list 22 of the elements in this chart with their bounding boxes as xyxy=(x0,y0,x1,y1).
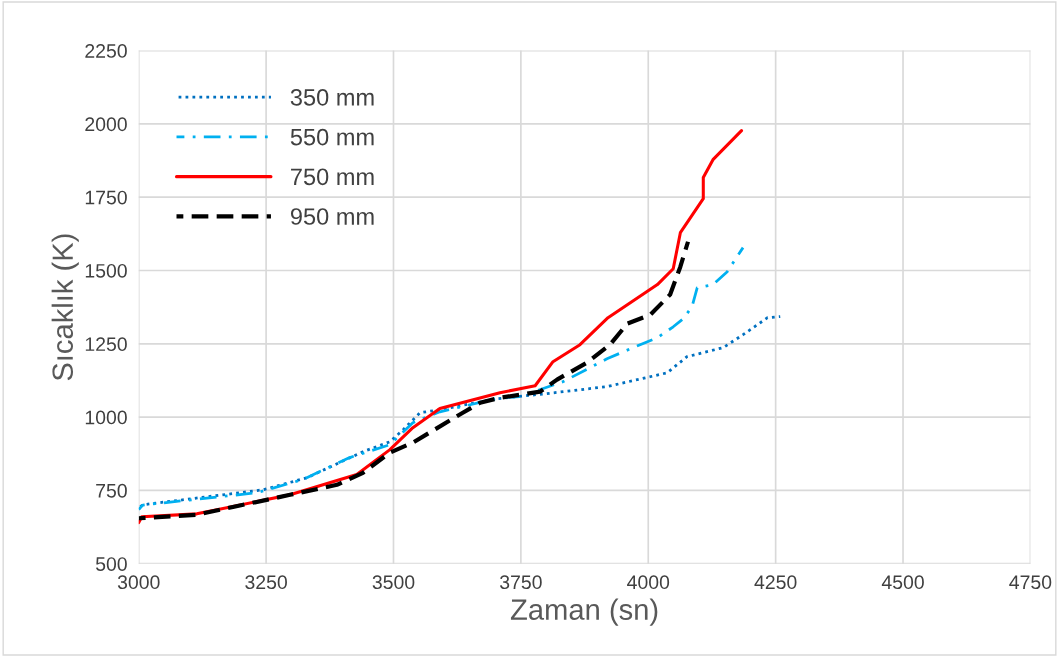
y-axis-title: Sıcaklık (K) xyxy=(51,234,79,381)
legend-label: 750 mm xyxy=(291,168,374,186)
y-tick-label: 1500 xyxy=(85,263,127,278)
x-tick-label: 3250 xyxy=(245,575,287,590)
legend-label: 550 mm xyxy=(290,128,374,146)
y-tick-label: 750 xyxy=(96,483,127,498)
y-tick-label: 2000 xyxy=(85,117,127,132)
y-tick-label: 1250 xyxy=(85,337,127,352)
y-tick-label: 500 xyxy=(95,557,127,571)
x-tick-label: 4000 xyxy=(627,575,670,590)
legend-label: 350 mm xyxy=(290,88,374,106)
x-tick-label: 4750 xyxy=(1009,575,1052,590)
x-tick-label: 3000 xyxy=(117,575,160,590)
y-tick-label: 2250 xyxy=(85,44,127,58)
x-tick-label: 4250 xyxy=(754,575,797,590)
x-tick-label: 3500 xyxy=(372,575,415,590)
x-axis-title: Zaman (sn) xyxy=(510,598,658,626)
x-tick-label: 3750 xyxy=(499,575,542,590)
y-tick-label: 1750 xyxy=(85,190,127,205)
x-tick-label: 4500 xyxy=(881,575,924,590)
y-tick-label: 1000 xyxy=(85,410,127,425)
legend-label: 950 mm xyxy=(290,208,374,225)
